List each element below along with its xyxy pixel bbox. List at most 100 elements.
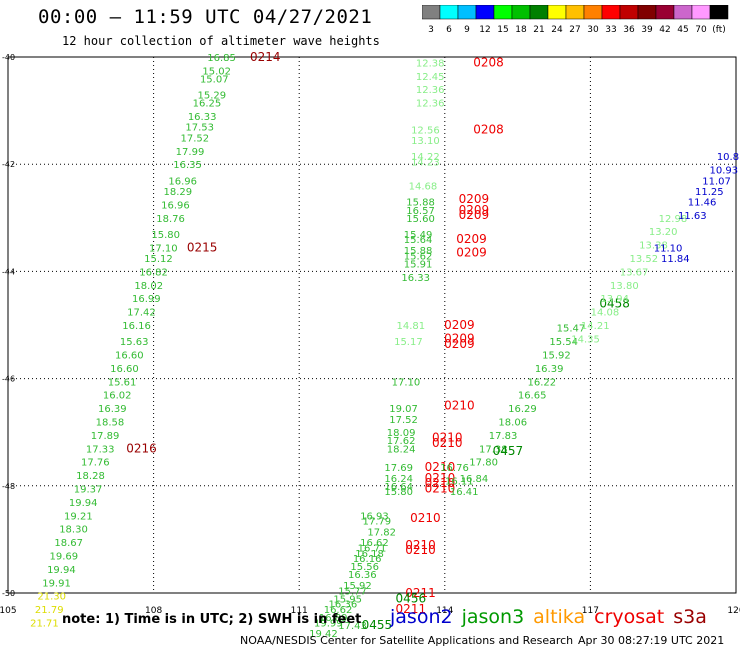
wave-height-label: 17.82 [367, 527, 396, 538]
wave-height-label: 17.42 [127, 308, 156, 319]
color-scale-label: (ft) [712, 25, 726, 35]
pass-time-label: 0209 [459, 192, 490, 206]
pass-time-label: 0457 [493, 444, 524, 458]
wave-height-label: 12.36 [416, 85, 445, 96]
color-scale-label: 33 [605, 25, 616, 35]
legend-cryosat: cryosat [594, 606, 665, 628]
wave-height-label: 16.41 [450, 487, 479, 498]
pass-time-label: 0211 [405, 586, 436, 600]
wave-height-label: 16.60 [115, 350, 144, 361]
wave-height-label: 19.99 [314, 618, 343, 629]
wave-height-label: 14.22 [411, 152, 440, 163]
wave-height-label: 10.93 [710, 166, 739, 177]
wave-height-label: 13.52 [629, 254, 658, 265]
color-scale-label: 3 [428, 25, 434, 35]
wave-height-label: 16.22 [528, 377, 557, 388]
wave-height-label: 13.10 [411, 136, 440, 147]
wave-height-label: 16.96 [161, 200, 190, 211]
wave-height-label: 11.07 [702, 176, 731, 187]
wave-height-label: 17.79 [363, 517, 392, 528]
wave-height-label: 17.10 [392, 377, 421, 388]
x-tick-label: 117 [582, 606, 599, 616]
wave-height-label: 17.76 [81, 458, 110, 469]
pass-time-label: 0210 [425, 460, 456, 474]
wave-height-label: 15.07 [200, 74, 229, 85]
wave-height-label: 12.36 [416, 99, 445, 110]
wave-height-label: 15.56 [350, 562, 379, 573]
wave-height-label: 14.35 [571, 334, 600, 345]
pass-time-label: 0210 [425, 476, 456, 490]
wave-height-label: 18.24 [387, 444, 416, 455]
wave-height-label: 17.89 [91, 431, 120, 442]
wave-height-label: 12.56 [411, 125, 440, 136]
pass-time-label: 0210 [425, 471, 456, 485]
color-scale-label: 18 [515, 25, 527, 35]
wave-height-label: 15.77 [338, 586, 367, 597]
wave-height-label: 11.63 [678, 211, 707, 222]
generated-timestamp: Apr 30 08:27:19 UTC 2021 [578, 634, 725, 647]
wave-height-label: 17.99 [176, 147, 205, 158]
y-tick-label: -44 [2, 267, 15, 276]
wave-height-label: 14.21 [581, 321, 610, 332]
page-subtitle: 12 hour collection of altimeter wave hei… [62, 34, 380, 48]
wave-height-label: 18.28 [76, 471, 105, 482]
wave-height-label: 12.38 [416, 58, 445, 69]
wave-height-label: 16.16 [353, 554, 382, 565]
y-tick-label: -48 [2, 482, 15, 491]
wave-height-label: 17.53 [185, 123, 214, 134]
wave-height-label: 13.38 [639, 241, 668, 252]
wave-height-label: 19.94 [47, 565, 76, 576]
wave-height-label: 15.64 [404, 235, 433, 246]
wave-height-label: 15.88 [404, 246, 433, 257]
wave-height-label: 14.81 [397, 321, 426, 332]
wave-height-label: 15.80 [384, 487, 413, 498]
wave-height-label: 13.20 [649, 227, 678, 238]
wave-height-label: 11.46 [688, 198, 717, 209]
wave-height-label: 15.17 [394, 337, 423, 348]
wave-height-label: 16.39 [98, 404, 127, 415]
pass-time-label: 0456 [396, 591, 427, 605]
color-scale-label: 21 [533, 25, 544, 35]
wave-height-label: 13.94 [600, 294, 629, 305]
y-tick-label: -46 [2, 375, 15, 384]
pass-time-label: 0209 [459, 203, 490, 217]
pass-time-label: 0209 [456, 232, 487, 246]
wave-height-label: 15.63 [120, 337, 149, 348]
wave-height-label: 17.52 [389, 415, 418, 426]
x-tick-label: 120 [727, 606, 740, 616]
color-scale-label: 24 [551, 25, 563, 35]
wave-height-label: 19.94 [69, 498, 98, 509]
wave-height-label: 19.42 [309, 629, 338, 640]
wave-height-label: 16.02 [103, 391, 132, 402]
wave-height-label: 17.62 [387, 436, 416, 447]
wave-height-label: 16.16 [122, 321, 151, 332]
pass-time-label: 0210 [432, 431, 463, 445]
color-swatch [709, 5, 729, 20]
color-scale-label: 30 [587, 25, 599, 35]
wave-height-label: 15.88 [406, 198, 435, 209]
wave-height-label: 15.02 [202, 66, 231, 77]
color-scale-label: 36 [623, 25, 635, 35]
wave-height-label: 18.30 [59, 525, 88, 536]
wave-height-label: 16.60 [110, 364, 139, 375]
wave-height-label: 16.36 [329, 600, 358, 611]
wave-height-label: 15.49 [404, 230, 433, 241]
wave-height-label: 14.08 [591, 308, 620, 319]
wave-height-label: 19.37 [74, 484, 103, 495]
pass-time-label: 0455 [362, 618, 393, 632]
wave-height-label: 15.61 [108, 377, 137, 388]
wave-height-label: 17.69 [384, 463, 413, 474]
wave-height-label: 17.38 [479, 444, 508, 455]
wave-height-label: 18.29 [164, 187, 193, 198]
wave-height-label: 21.30 [37, 592, 66, 603]
wave-height-label: 16.62 [324, 605, 353, 616]
wave-height-label: 16.99 [132, 294, 161, 305]
pass-time-label: 0210 [410, 511, 441, 525]
wave-height-label: 18.02 [134, 281, 163, 292]
legend-altika: altika [533, 606, 586, 628]
wave-height-label: 15.60 [406, 214, 435, 225]
satellite-legend: jason2 jason3 altika cryosat s3a [390, 606, 716, 628]
wave-height-label: 16.39 [535, 364, 564, 375]
y-tick-label: -50 [2, 589, 15, 598]
